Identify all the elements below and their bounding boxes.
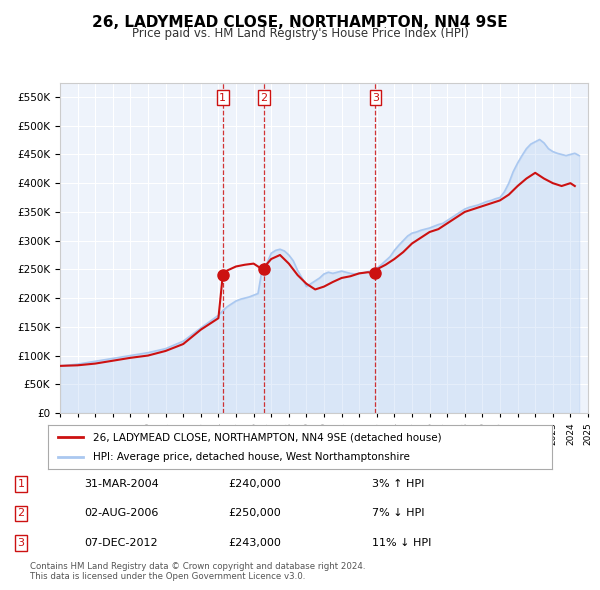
- Text: £240,000: £240,000: [228, 479, 281, 489]
- Text: 02-AUG-2006: 02-AUG-2006: [84, 509, 158, 518]
- Text: 3% ↑ HPI: 3% ↑ HPI: [372, 479, 424, 489]
- Text: £250,000: £250,000: [228, 509, 281, 518]
- Text: 07-DEC-2012: 07-DEC-2012: [84, 538, 158, 548]
- Text: 31-MAR-2004: 31-MAR-2004: [84, 479, 159, 489]
- Text: Contains HM Land Registry data © Crown copyright and database right 2024.
This d: Contains HM Land Registry data © Crown c…: [30, 562, 365, 581]
- Text: 3: 3: [372, 93, 379, 103]
- Text: 26, LADYMEAD CLOSE, NORTHAMPTON, NN4 9SE: 26, LADYMEAD CLOSE, NORTHAMPTON, NN4 9SE: [92, 15, 508, 30]
- Text: 26, LADYMEAD CLOSE, NORTHAMPTON, NN4 9SE (detached house): 26, LADYMEAD CLOSE, NORTHAMPTON, NN4 9SE…: [94, 432, 442, 442]
- Text: 11% ↓ HPI: 11% ↓ HPI: [372, 538, 431, 548]
- Text: 2: 2: [260, 93, 268, 103]
- Text: 2: 2: [17, 509, 25, 518]
- Text: 3: 3: [17, 538, 25, 548]
- Text: Price paid vs. HM Land Registry's House Price Index (HPI): Price paid vs. HM Land Registry's House …: [131, 27, 469, 40]
- Text: 1: 1: [220, 93, 226, 103]
- Text: 7% ↓ HPI: 7% ↓ HPI: [372, 509, 425, 518]
- Text: HPI: Average price, detached house, West Northamptonshire: HPI: Average price, detached house, West…: [94, 452, 410, 461]
- Text: £243,000: £243,000: [228, 538, 281, 548]
- Text: 1: 1: [17, 479, 25, 489]
